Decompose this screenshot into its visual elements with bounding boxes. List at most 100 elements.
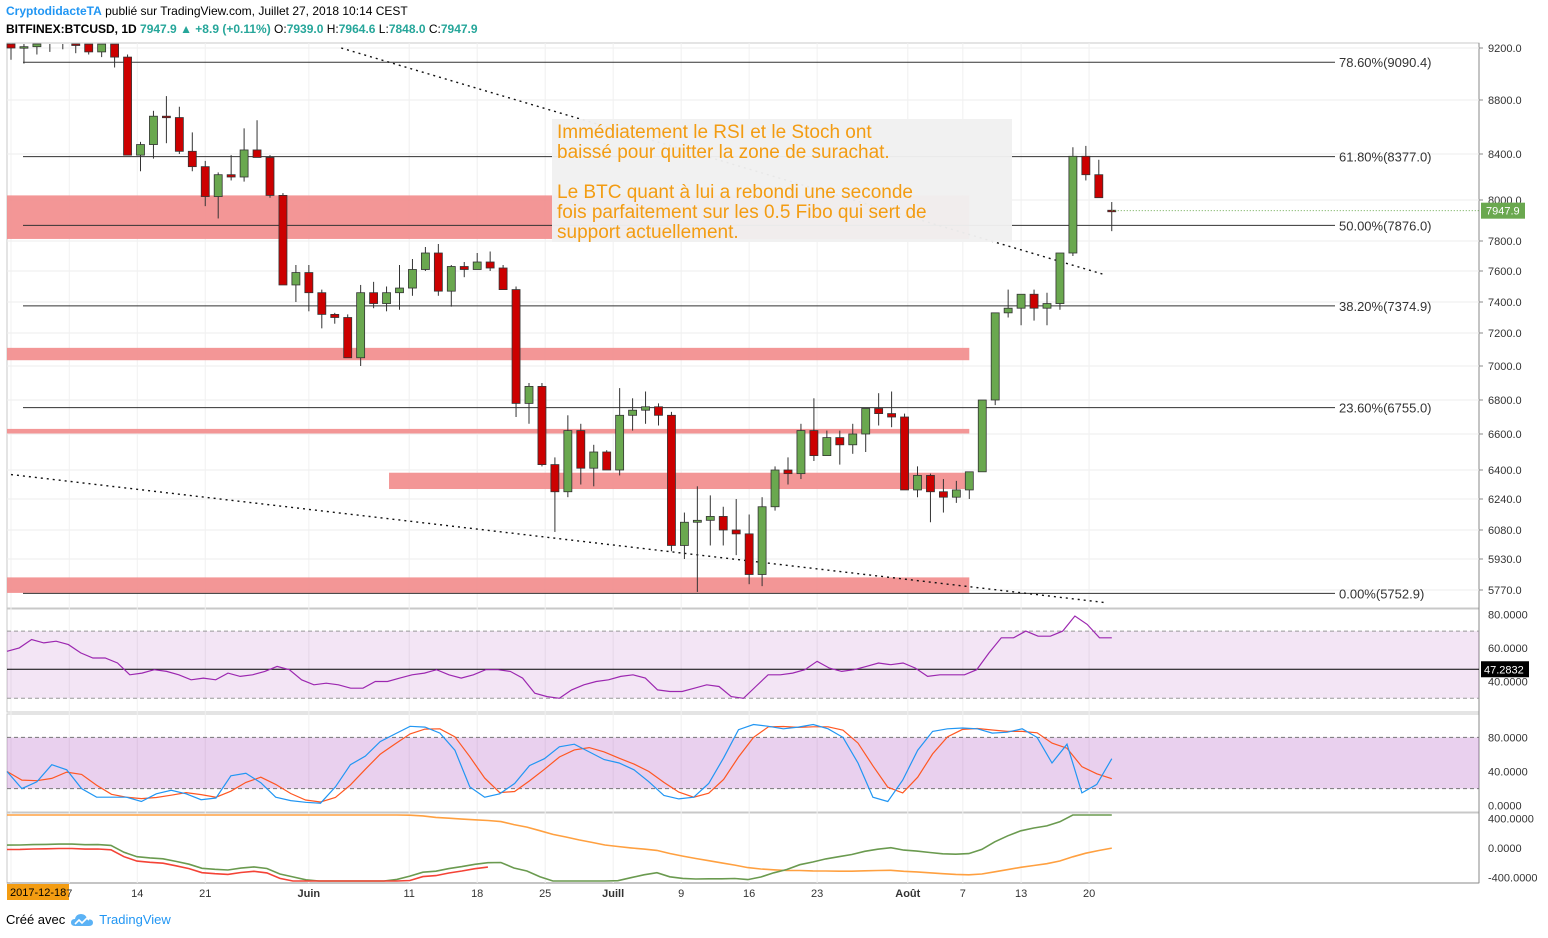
rsi-tick-label: 40.0000 — [1488, 676, 1528, 688]
oscillator-main-line — [6, 814, 1112, 882]
candle-body — [822, 437, 832, 457]
x-axis-label: 20 — [1083, 888, 1095, 900]
candle-body — [874, 408, 884, 414]
candle-body — [472, 261, 482, 270]
candle-body — [990, 312, 1000, 401]
x-axis-label: 7 — [66, 888, 72, 900]
candle-body — [32, 43, 42, 48]
rsi-tick-label: 80.0000 — [1488, 609, 1528, 621]
time-axis[interactable]: 2017-12-18 7 14 21 Juin 11 18 25 Juill 9 16 23 Août 7… — [7, 884, 1095, 900]
rsi-pane[interactable] — [6, 608, 1480, 713]
fib-level-label: 38.20%(7374.9) — [1339, 299, 1432, 314]
candle-body — [239, 149, 249, 178]
tradingview-link[interactable]: TradingView — [99, 912, 171, 927]
sr-zone — [7, 577, 970, 593]
high-value: 7964.6 — [338, 22, 376, 36]
price-tick-label: 6080.0 — [1488, 525, 1522, 537]
stoch-tick-label: 0.0000 — [1488, 801, 1522, 813]
rsi-last-badge — [1481, 661, 1529, 678]
candle-body — [770, 469, 780, 508]
annotation-line: fois parfaitement sur les 0.5 Fibo qui s… — [557, 202, 927, 223]
low-label: L: — [378, 22, 389, 36]
stoch-pane[interactable] — [6, 713, 1480, 813]
candle-body — [951, 489, 961, 498]
candle-body — [136, 144, 145, 156]
candle-body — [511, 289, 521, 404]
price-axis[interactable]: 9200.08800.08400.08000.07800.07600.07400… — [1479, 43, 1525, 597]
candle-body — [796, 430, 806, 475]
candle-body — [356, 292, 366, 359]
author-name[interactable]: CryptodidacteTA — [6, 4, 102, 18]
candle-body — [420, 252, 430, 270]
candle-body — [252, 149, 262, 158]
candle-body — [1081, 155, 1091, 176]
annotation-box: Immédiatement le RSI et le Stoch ontbais… — [552, 119, 1012, 243]
candle-body — [977, 399, 987, 473]
candle-body — [213, 174, 223, 197]
candle-body — [757, 506, 767, 575]
candle-body — [680, 521, 689, 546]
candle-body — [71, 43, 81, 46]
candle-body — [913, 475, 922, 491]
oscillator-pane[interactable] — [6, 812, 1480, 884]
candle-body — [84, 43, 94, 53]
stoch-tick-label: 80.0000 — [1488, 732, 1528, 744]
low-value: 7848.0 — [388, 22, 426, 36]
oscillator-negative-line — [6, 847, 488, 882]
candle-body — [926, 475, 935, 493]
candle-body — [550, 464, 560, 493]
rsi-band — [7, 631, 1479, 699]
high-label: H: — [326, 22, 339, 36]
stoch-d-line — [6, 725, 1112, 803]
ohlc-legend: BITFINEX:BTCUSD, 1D 7947.9 ▲ +8.9 (+0.11… — [6, 22, 478, 36]
candle-body — [589, 451, 599, 469]
candle-body — [265, 157, 275, 196]
sr-zone — [7, 347, 970, 361]
stoch-indicator: 80.0000 40.0000 0.0000 — [6, 723, 1528, 813]
candle-body — [563, 430, 573, 493]
candle-body — [939, 491, 948, 498]
candle-body — [602, 451, 612, 471]
open-value: 7939.0 — [286, 22, 324, 36]
publication-header: CryptodidacteTA publié sur TradingView.c… — [6, 4, 408, 18]
annotation-line: support actuellement. — [557, 222, 739, 243]
trendlines — [10, 47, 1106, 604]
price-tick-label: 7000.0 — [1488, 361, 1522, 373]
candle-body — [498, 267, 508, 291]
candle-body — [369, 292, 379, 304]
sr-zone — [389, 472, 970, 490]
price-change: +8.9 (+0.11%) — [195, 22, 271, 36]
candles[interactable] — [6, 43, 1479, 592]
x-axis-label: 9 — [678, 888, 684, 900]
x-axis-label: Juin — [298, 888, 321, 900]
candle-body — [1003, 307, 1013, 314]
candle-body — [149, 115, 158, 145]
candle-body — [343, 317, 353, 359]
last-price-badge — [1481, 202, 1525, 219]
candle-body — [809, 430, 819, 457]
x-axis-label: Juill — [602, 888, 624, 900]
price-tick-label: 5930.0 — [1488, 554, 1522, 566]
candle-body — [382, 292, 391, 304]
created-with-text: Créé avec — [6, 912, 66, 927]
x-axis-label: 16 — [743, 888, 755, 900]
candle-body — [654, 406, 663, 416]
candle-body — [187, 150, 197, 168]
price-tick-label: 7400.0 — [1488, 297, 1522, 309]
stoch-k-line — [6, 723, 1113, 804]
oscillator-tick-label: 0.0000 — [1488, 843, 1522, 855]
candle-body — [110, 43, 119, 58]
candle-body — [1055, 252, 1065, 304]
candle-body — [628, 409, 637, 416]
price-tick-label: 8400.0 — [1488, 149, 1522, 161]
change-up-icon: ▲ — [180, 22, 192, 36]
published-text: publié sur TradingView.com, Juillet 27, … — [101, 4, 408, 18]
candle-body — [692, 519, 702, 523]
last-price-badge-label: 7947.9 — [1486, 206, 1520, 218]
candle-body — [887, 413, 896, 418]
fib-level-label: 50.00%(7876.0) — [1339, 218, 1432, 233]
candle-body — [835, 437, 845, 446]
candle-body — [900, 416, 909, 491]
fib-level-label: 78.60%(9090.4) — [1339, 55, 1432, 70]
